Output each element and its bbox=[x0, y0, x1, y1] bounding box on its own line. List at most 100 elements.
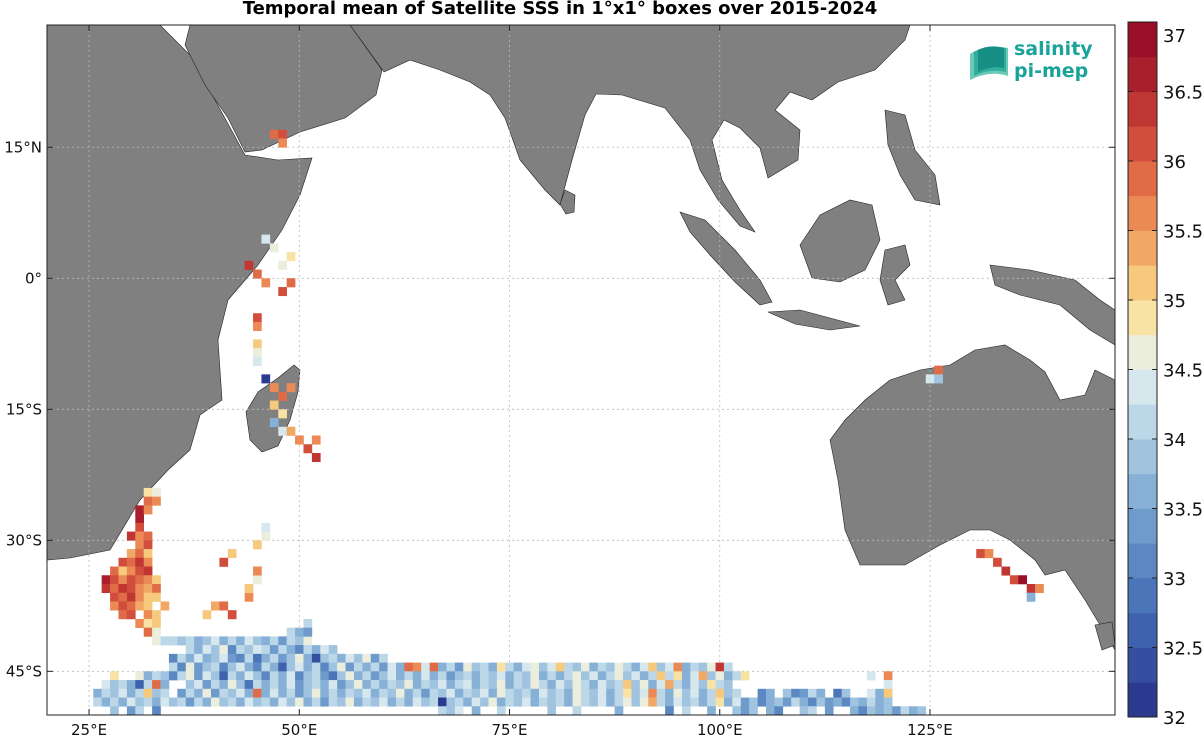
sss-cell bbox=[278, 391, 287, 401]
sss-cell bbox=[808, 697, 817, 707]
sss-cell bbox=[673, 697, 683, 707]
sss-cell bbox=[362, 688, 372, 698]
sss-cell bbox=[227, 680, 237, 690]
sss-cell bbox=[143, 627, 153, 637]
sss-cell bbox=[118, 575, 128, 585]
sss-cell bbox=[530, 662, 540, 672]
sss-cell bbox=[639, 680, 649, 690]
sss-cell bbox=[496, 662, 506, 672]
sss-cell bbox=[379, 662, 388, 672]
sss-cell bbox=[261, 645, 271, 655]
sss-cell bbox=[202, 636, 212, 646]
sss-cell bbox=[412, 662, 422, 672]
sss-cell bbox=[471, 697, 481, 707]
sss-cell bbox=[614, 662, 624, 672]
sss-cell bbox=[143, 592, 153, 602]
sss-cell bbox=[160, 601, 170, 611]
sss-cell bbox=[286, 680, 296, 690]
sss-cell bbox=[126, 610, 136, 620]
logo-text-line2: pi-mep bbox=[1014, 60, 1089, 82]
sss-cell bbox=[311, 645, 321, 655]
sss-cell bbox=[656, 697, 666, 707]
sss-cell bbox=[665, 706, 674, 716]
sss-cell bbox=[1018, 575, 1028, 585]
sss-cell bbox=[177, 662, 187, 672]
sss-cell bbox=[530, 688, 540, 698]
sss-cell bbox=[286, 671, 296, 681]
sss-cell bbox=[555, 697, 565, 707]
sss-cell bbox=[202, 680, 212, 690]
sss-cell bbox=[639, 697, 649, 707]
sss-cell bbox=[623, 671, 632, 681]
sss-cell bbox=[269, 697, 279, 707]
sss-cell bbox=[261, 653, 271, 663]
sss-cell bbox=[370, 688, 380, 698]
sss-cell bbox=[564, 688, 573, 698]
sss-cell bbox=[404, 680, 414, 690]
map-title: Temporal mean of Satellite SSS in 1°x1° … bbox=[242, 0, 878, 19]
map-frame bbox=[46, 24, 1116, 716]
sss-cell bbox=[538, 680, 548, 690]
sss-cell bbox=[328, 662, 338, 672]
sss-cell bbox=[732, 688, 742, 698]
logo-text-line1: salinity bbox=[1014, 38, 1093, 60]
sss-cell bbox=[143, 583, 153, 594]
sss-cell bbox=[934, 365, 943, 375]
sss-cell bbox=[227, 697, 237, 707]
sss-cell bbox=[480, 680, 489, 690]
latitude-ticks: 15°N 0° 15°S 30°S 45°S bbox=[4, 138, 1115, 680]
sss-cell bbox=[202, 662, 212, 672]
sss-cell bbox=[152, 575, 161, 585]
sss-cell bbox=[328, 697, 338, 707]
sss-cell bbox=[723, 680, 733, 690]
sss-cell bbox=[614, 671, 624, 681]
sss-cell bbox=[261, 680, 271, 690]
sss-cell bbox=[993, 557, 1002, 567]
sss-cell bbox=[471, 688, 481, 698]
sss-cell bbox=[799, 688, 809, 698]
sss-cell bbox=[597, 697, 607, 707]
sss-cell bbox=[135, 514, 145, 524]
wave-stack-icon bbox=[970, 46, 1008, 80]
sss-cell bbox=[328, 653, 338, 663]
sss-cell bbox=[320, 688, 330, 698]
sss-cell bbox=[471, 680, 481, 690]
sss-cell bbox=[572, 662, 582, 672]
sss-cell bbox=[320, 645, 330, 655]
sss-cell bbox=[328, 671, 338, 681]
land-australia bbox=[829, 344, 1116, 652]
sss-cell bbox=[471, 706, 481, 716]
sss-cell bbox=[261, 662, 271, 672]
sss-cell bbox=[210, 662, 220, 672]
sss-cell bbox=[152, 636, 161, 646]
sss-cell bbox=[269, 636, 279, 646]
sss-cell bbox=[387, 697, 397, 707]
sss-cell bbox=[623, 688, 632, 698]
sss-cell bbox=[345, 662, 355, 672]
sss-cell bbox=[303, 444, 313, 454]
sss-cell bbox=[673, 680, 683, 690]
sss-cell bbox=[564, 671, 573, 681]
sss-cell bbox=[101, 575, 111, 585]
sss-cell bbox=[530, 697, 540, 707]
sss-cell bbox=[362, 671, 372, 681]
sss-cell bbox=[438, 680, 447, 690]
sss-cell bbox=[564, 662, 573, 672]
sss-cell bbox=[135, 671, 145, 681]
sss-cell bbox=[732, 706, 742, 716]
sss-cell bbox=[261, 278, 271, 288]
sss-cell bbox=[185, 653, 195, 663]
sss-cell bbox=[185, 680, 195, 690]
sss-cell bbox=[269, 680, 279, 690]
sss-cell bbox=[614, 697, 624, 707]
sss-cell bbox=[337, 680, 346, 690]
sss-cell bbox=[303, 645, 313, 655]
sss-cell bbox=[135, 557, 145, 567]
sss-cell bbox=[143, 557, 153, 567]
sss-cell bbox=[454, 680, 464, 690]
sss-cell bbox=[362, 697, 372, 707]
sss-cell bbox=[547, 706, 557, 716]
sss-cell bbox=[202, 697, 212, 707]
sss-cell bbox=[236, 662, 245, 672]
sss-cell bbox=[345, 671, 355, 681]
